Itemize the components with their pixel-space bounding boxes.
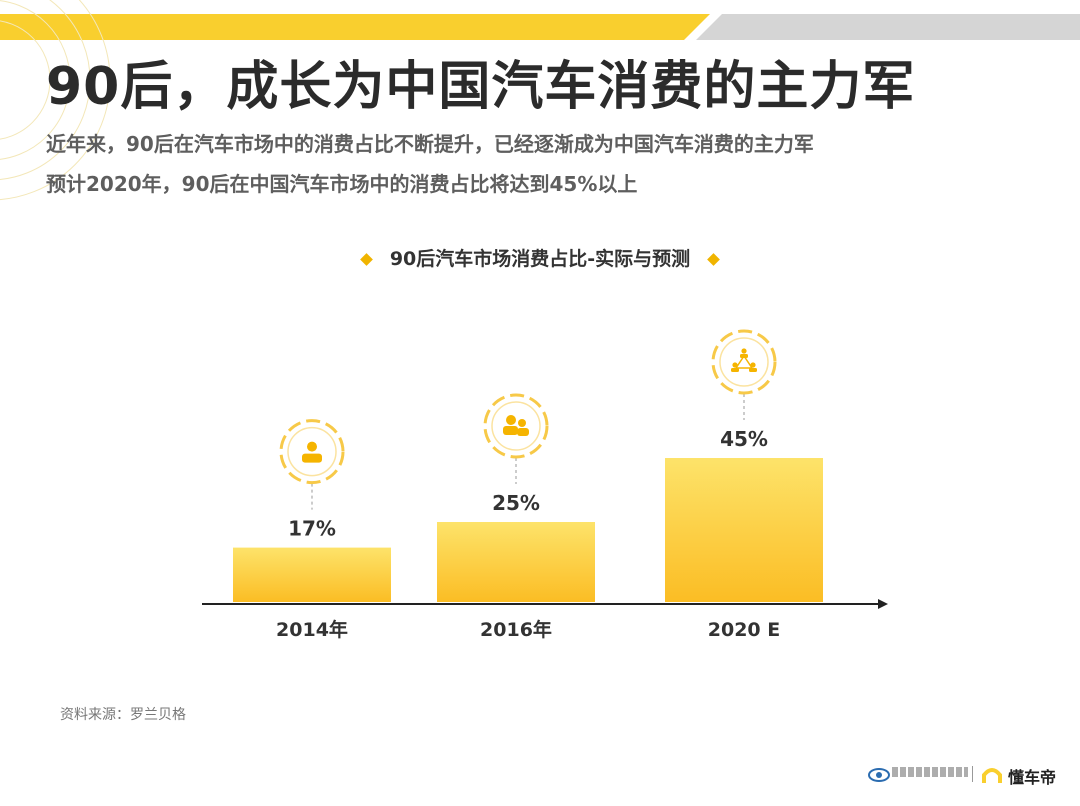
chart-title: 90后汽车市场消费占比-实际与预测 [389,248,691,270]
data-label: 25% [492,491,540,515]
x-axis-arrow-icon [878,599,888,609]
chart-title-row: 90后汽车市场消费占比-实际与预测 [0,244,1080,271]
two-persons-icon [483,393,549,459]
association-logo-text-icon [892,767,968,777]
top-gray-bar [696,14,1080,40]
app-name: 懂车帝 [1008,768,1057,787]
x-tick-label: 2016年 [480,618,552,641]
subtitle-line-2: 预计2020年，90后在中国汽车市场中的消费占比将达到45%以上 [46,172,638,196]
corner-decoration [0,0,111,201]
bar-2020 E [665,458,823,602]
footer-divider [972,766,973,782]
association-logo-icon [868,768,890,782]
single-person-icon [279,419,345,485]
data-label: 45% [720,427,768,451]
subtitle-line-1: 近年来，90后在汽车市场中的消费占比不断提升，已经逐渐成为中国汽车消费的主力军 [46,132,814,156]
data-label: 17% [288,517,336,541]
bar-2014年 [233,547,391,602]
x-tick-label: 2014年 [276,618,348,641]
source-note: 资料来源：罗兰贝格 [60,707,186,723]
group-network-icon [711,329,777,395]
x-tick-label: 2020 E [708,619,780,641]
app-logo-icon [982,768,1002,783]
bar-2016年 [437,522,595,602]
footer-logos: 懂车帝 [868,762,1072,788]
page-title: 90后，成长为中国汽车消费的主力军 [46,57,916,117]
top-accent-bar [0,14,710,40]
